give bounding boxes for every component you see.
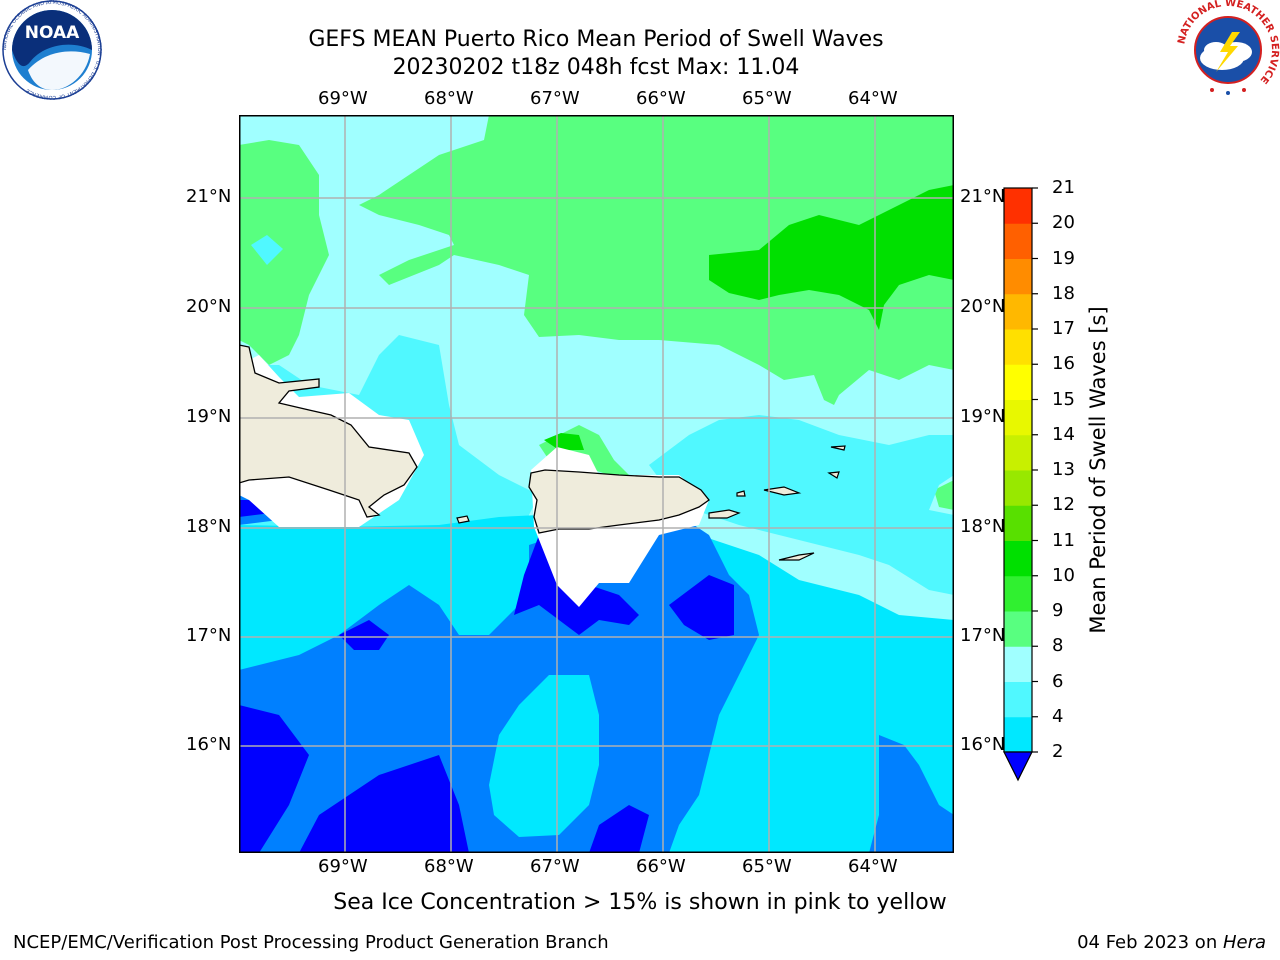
lon-label-bottom: 67°W: [530, 856, 580, 877]
colorbar-tick-label: 8: [1052, 635, 1064, 657]
virgin-islands: [736, 490, 746, 497]
st-croix-island: [778, 552, 815, 561]
colorbar-tick-label: 13: [1052, 459, 1075, 480]
swell-period-fill-below-2: [589, 805, 649, 853]
colorbar-band: [1004, 223, 1032, 259]
colorbar-band: [1004, 188, 1032, 224]
lon-label-top: 65°W: [742, 88, 792, 109]
colorbar-tick-label: 14: [1052, 423, 1075, 445]
colorbar-band: [1004, 293, 1032, 330]
lat-label-right: 20°N: [960, 296, 1006, 317]
lat-label-left: 17°N: [186, 625, 232, 646]
chart-subtitle: 20230202 t18z 048h fcst Max: 11.04: [392, 55, 800, 80]
swell-period-fill-below-2: [669, 575, 734, 640]
colorbar-extend-arrow: [1003, 751, 1033, 782]
colorbar-tick-label: 17: [1052, 318, 1075, 339]
footer-date: 04 Feb 2023 on Hera: [1077, 932, 1266, 953]
footer-machine: Hera: [1222, 932, 1266, 953]
swell-period-fill-4-6: [489, 675, 599, 837]
lat-label-left: 18°N: [186, 516, 232, 537]
lat-label-left: 20°N: [186, 296, 232, 317]
mona-island: [456, 515, 470, 524]
colorbar-title: Mean Period of Swell Waves [s]: [1086, 306, 1110, 634]
colorbar-tick-label: 15: [1052, 388, 1075, 410]
swell-period-fill-10-11: [544, 433, 584, 450]
lat-label-right: 18°N: [960, 516, 1006, 537]
lon-label-top: 69°W: [318, 88, 368, 109]
anguilla-island: [830, 445, 846, 451]
vieques-island: [708, 509, 741, 519]
lon-label-top: 67°W: [530, 88, 580, 109]
map-panel: [239, 115, 954, 853]
hispaniola-land: [239, 344, 418, 518]
lon-label-bottom: 64°W: [848, 856, 898, 877]
puerto-rico-land: [528, 469, 710, 534]
swell-period-fill-below-2: [239, 705, 309, 853]
colorbar-tick-label: 6: [1052, 670, 1064, 692]
colorbar-band: [1004, 575, 1032, 612]
virgin-islands: [827, 471, 840, 479]
lon-label-bottom: 68°W: [424, 856, 474, 877]
colorbar-band: [1004, 681, 1032, 718]
lon-label-top: 64°W: [848, 88, 898, 109]
colorbar-band: [1004, 364, 1032, 400]
colorbar-band: [1004, 716, 1032, 753]
swell-period-fill-10-11: [709, 185, 954, 330]
colorbar-band: [1004, 329, 1032, 365]
nws-logo: NATIONAL WEATHER SERVICE: [1176, 0, 1280, 100]
colorbar-band: [1004, 540, 1032, 577]
lat-label-left: 16°N: [186, 734, 232, 755]
colorbar-tick-label: 11: [1052, 529, 1075, 551]
swell-period-fill-below-2: [339, 620, 389, 650]
colorbar-tick-label: 10: [1052, 564, 1075, 586]
colorbar-band: [1004, 611, 1032, 647]
colorbar-tick-label: 20: [1052, 212, 1075, 234]
colorbar-tick-label: 9: [1052, 600, 1064, 621]
colorbar-tick-label: 18: [1052, 282, 1075, 304]
colorbar-tick-label: 12: [1052, 494, 1075, 516]
colorbar-band: [1004, 470, 1032, 506]
swell-period-fill-2-4: [869, 735, 954, 853]
swell-period-fill-6-8: [251, 235, 283, 265]
swell-period-fill-9-10: [359, 115, 954, 405]
colorbar-band: [1004, 646, 1032, 682]
svg-text:NOAA: NOAA: [25, 23, 80, 43]
colorbar-band: [1004, 434, 1032, 471]
lat-label-left: 21°N: [186, 186, 232, 207]
lat-label-right: 17°N: [960, 625, 1006, 646]
colorbar-tick-label: 2: [1052, 741, 1064, 762]
swell-period-fill-9-10: [934, 480, 954, 510]
footer-credit: NCEP/EMC/Verification Post Processing Pr…: [13, 932, 609, 953]
lon-label-bottom: 65°W: [742, 856, 792, 877]
lat-label-right: 16°N: [960, 734, 1006, 755]
lat-label-left: 19°N: [186, 406, 232, 427]
colorbar-tick-label: 19: [1052, 247, 1075, 269]
swell-period-fill-6-8: [649, 415, 954, 595]
colorbar-band: [1004, 505, 1032, 541]
sea-ice-caption: Sea Ice Concentration > 15% is shown in …: [333, 890, 947, 915]
lon-label-bottom: 66°W: [636, 856, 686, 877]
swell-period-fill-below-2: [299, 755, 469, 853]
colorbar: [1000, 186, 1040, 786]
colorbar-tick-label: 16: [1052, 353, 1075, 375]
swell-period-fill-2-4: [239, 515, 759, 853]
colorbar-tick-label: 4: [1052, 705, 1064, 727]
noaa-logo: NATIONAL OCEANIC AND ATMOSPHERIC ADMINIS…: [0, 0, 104, 100]
colorbar-band: [1004, 258, 1032, 295]
graticule: [239, 115, 954, 853]
lat-label-right: 19°N: [960, 406, 1006, 427]
colorbar-tick-label: 21: [1052, 177, 1075, 198]
map-frame: [239, 115, 954, 853]
chart-title: GEFS MEAN Puerto Rico Mean Period of Swe…: [308, 27, 884, 52]
colorbar-band: [1004, 399, 1032, 436]
lon-label-bottom: 69°W: [318, 856, 368, 877]
lon-label-top: 68°W: [424, 88, 474, 109]
lon-label-top: 66°W: [636, 88, 686, 109]
virgin-islands: [763, 486, 802, 496]
lat-label-right: 21°N: [960, 186, 1006, 207]
